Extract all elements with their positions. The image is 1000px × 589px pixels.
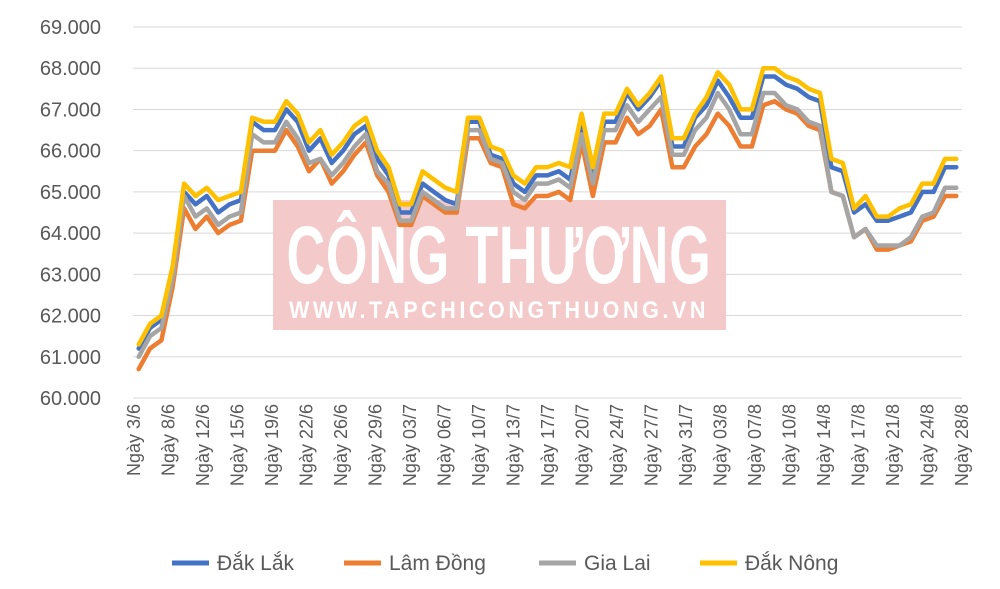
watermark-url: WWW.TAPCHICONGTHUONG.VN [289,297,709,324]
watermark: CÔNG THƯƠNG WWW.TAPCHICONGTHUONG.VN [273,200,726,330]
legend-label: Đắk Lắk [217,552,295,575]
x-tick-label: Ngày 27/7 [642,404,662,486]
x-tick-label: Ngày 20/7 [573,404,593,486]
series-lines [136,65,959,372]
x-tick-label: Ngày 8/6 [159,404,179,476]
x-tick-label: Ngày 03/8 [711,404,731,486]
y-tick-label: 67.000 [40,99,101,121]
x-tick-label: Ngày 17/7 [538,404,558,486]
y-tick-label: 62.000 [40,306,101,328]
x-tick-label: Ngày 26/6 [331,404,351,486]
y-tick-label: 68.000 [40,58,101,80]
x-tick-label: Ngày 14/8 [814,404,834,486]
watermark-title: CÔNG THƯƠNG [287,210,712,301]
y-axis-tick-labels: 60.000 61.000 62.000 63.000 64.000 65.000 66.0… [40,17,101,410]
x-tick-label: Ngày 29/6 [366,404,386,486]
x-tick-label: Ngày 19/6 [262,404,282,486]
x-tick-label: Ngày 03/7 [400,404,420,486]
watermark-background [273,200,726,330]
legend: Đắk Lắk Lâm Đồng Gia Lai Đắk Nông [172,552,838,575]
x-tick-label: Ngày 12/6 [193,404,213,486]
y-tick-label: 65.000 [40,182,101,204]
x-axis-tick-labels: Ngày 3/6 Ngày 8/6 Ngày 12/6 Ngày 15/6 Ngày 1… [124,404,972,486]
x-tick-label: Ngày 24/7 [607,404,627,486]
series-line [136,65,959,347]
y-tick-label: 61.000 [40,347,101,369]
x-tick-label: Ngày 17/8 [849,404,869,486]
x-tick-label: Ngày 22/6 [297,404,317,486]
legend-label: Đắk Nông [745,552,838,575]
x-tick-label: Ngày 10/7 [469,404,489,486]
y-tick-label: 69.000 [40,17,101,39]
x-tick-label: Ngày 28/8 [952,404,972,486]
x-tick-label: Ngày 21/8 [883,404,903,486]
y-tick-label: 64.000 [40,223,101,245]
x-tick-label: Ngày 24/8 [918,404,938,486]
y-tick-label: 63.000 [40,264,101,286]
x-tick-label: Ngày 3/6 [124,404,144,476]
legend-label: Lâm Đồng [389,552,486,575]
y-tick-label: 60.000 [40,388,101,410]
x-tick-label: Ngày 10/8 [780,404,800,486]
legend-label: Gia Lai [584,552,651,575]
x-tick-label: Ngày 07/8 [745,404,765,486]
x-tick-label: Ngày 31/7 [676,404,696,486]
series-line [136,90,959,360]
x-tick-label: Ngày 15/6 [228,404,248,486]
x-tick-label: Ngày 13/7 [504,404,524,486]
y-tick-label: 66.000 [40,141,101,163]
x-tick-label: Ngày 06/7 [435,404,455,486]
